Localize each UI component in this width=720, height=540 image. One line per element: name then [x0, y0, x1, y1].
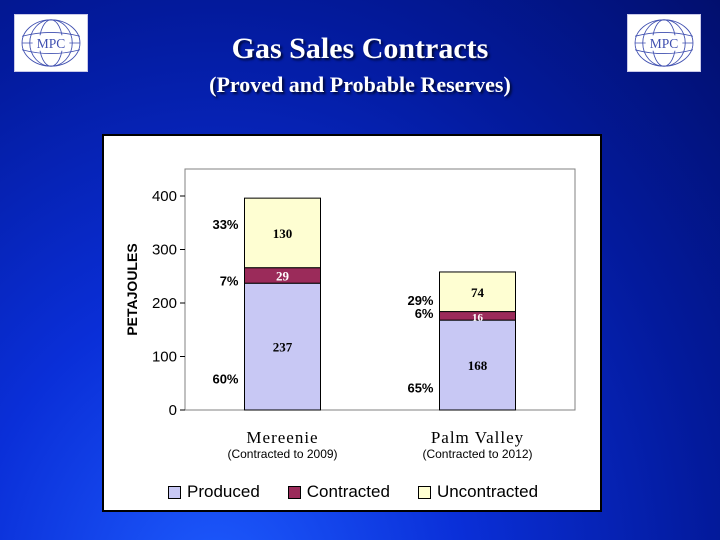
y-tick-label: 0 [169, 402, 177, 419]
legend-item-produced: Produced [168, 482, 260, 502]
percent-label: 6% [415, 306, 434, 321]
bar-segment-produced [439, 319, 516, 411]
svg-text:MPC: MPC [37, 36, 66, 51]
slide-subtitle: (Proved and Probable Reserves) [209, 72, 511, 97]
data-label: 168 [468, 358, 488, 373]
percent-label: 65% [407, 381, 433, 396]
data-label: 29 [276, 268, 290, 283]
legend-label: Contracted [306, 482, 390, 501]
mpc-logo-left: MPC [14, 14, 88, 72]
legend-swatch [168, 485, 181, 499]
bar-segment-uncontracted [244, 197, 321, 269]
x-category-subtitle: (Contracted to 2012) [422, 447, 532, 461]
stacked-bar-chart: 0 100 200 300 400 PETAJOULES 237 60% 29 7% 130 33% M… [124, 168, 576, 461]
y-tick-label: 200 [152, 295, 177, 312]
legend-swatch [287, 485, 301, 499]
legend-label: Uncontracted [436, 482, 539, 501]
x-category-label: Mereenie [246, 428, 318, 447]
percent-label: 29% [407, 293, 433, 308]
bar-segment-uncontracted [439, 271, 516, 313]
mpc-logo-right: MPC [627, 14, 701, 72]
legend-item-uncontracted: Uncontracted [417, 482, 539, 502]
legend-swatch [417, 485, 431, 499]
legend-item-contracted: Contracted [287, 482, 390, 502]
bar-segment-produced [244, 282, 321, 411]
globe-logo-icon: MPC [634, 19, 694, 67]
x-category-label: Palm Valley [431, 428, 524, 447]
data-label: 130 [273, 226, 293, 241]
y-axis-label: PETAJOULES [124, 243, 140, 335]
globe-logo-icon: MPC [21, 19, 81, 67]
y-tick-label: 100 [152, 349, 177, 366]
data-label: 237 [273, 340, 293, 355]
slide-title: Gas Sales Contracts [231, 32, 489, 65]
chart-panel: 0 100 200 300 400 PETAJOULES 237 60% 29 7% 130 33% M… [102, 134, 602, 512]
legend-label: Produced [187, 482, 260, 501]
plot-area [184, 168, 576, 411]
percent-label: 33% [212, 217, 238, 232]
y-tick-label: 400 [152, 188, 177, 205]
svg-text:MPC: MPC [650, 36, 679, 51]
data-label: 74 [471, 285, 485, 300]
data-label: 16 [472, 312, 484, 324]
percent-label: 7% [220, 273, 239, 288]
x-category-subtitle: (Contracted to 2009) [227, 447, 337, 461]
percent-label: 60% [212, 371, 238, 386]
chart-legend: Produced Contracted Uncontracted [168, 482, 538, 502]
y-tick-label: 300 [152, 242, 177, 259]
